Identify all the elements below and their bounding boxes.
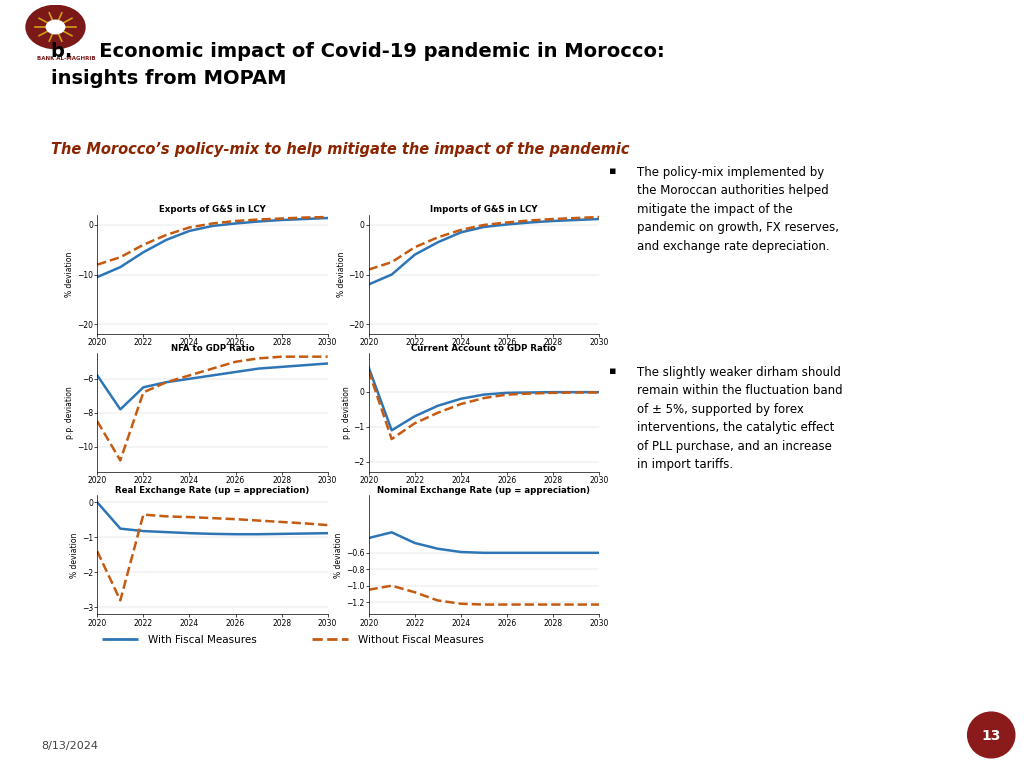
Title: Nominal Exchange Rate (up = appreciation): Nominal Exchange Rate (up = appreciation… — [377, 485, 591, 495]
Circle shape — [26, 5, 85, 48]
Text: BANK AL-MAGHRIB: BANK AL-MAGHRIB — [37, 55, 96, 61]
Y-axis label: p.p. deviation: p.p. deviation — [342, 386, 350, 439]
Y-axis label: % deviation: % deviation — [334, 532, 343, 578]
Text: ▪: ▪ — [609, 166, 616, 176]
Y-axis label: % deviation: % deviation — [70, 532, 79, 578]
Text: 13: 13 — [982, 729, 1000, 743]
Text: The slightly weaker dirham should
remain within the fluctuation band
of ± 5%, su: The slightly weaker dirham should remain… — [637, 366, 843, 472]
Circle shape — [46, 20, 65, 34]
Text: 8/13/2024: 8/13/2024 — [41, 741, 98, 751]
Title: NFA to GDP Ratio: NFA to GDP Ratio — [171, 343, 254, 353]
Title: Current Account to GDP Ratio: Current Account to GDP Ratio — [412, 343, 556, 353]
Text: The policy-mix implemented by
the Moroccan authorities helped
mitigate the impac: The policy-mix implemented by the Morocc… — [637, 166, 840, 253]
Y-axis label: % deviation: % deviation — [337, 252, 346, 297]
Text: ▪: ▪ — [609, 366, 616, 376]
Text: With Fiscal Measures: With Fiscal Measures — [148, 635, 257, 645]
Text: Without Fiscal Measures: Without Fiscal Measures — [358, 635, 484, 645]
Title: Imports of G&S in LCY: Imports of G&S in LCY — [430, 205, 538, 214]
Y-axis label: p.p. deviation: p.p. deviation — [66, 386, 75, 439]
Text: The Morocco’s policy-mix to help mitigate the impact of the pandemic: The Morocco’s policy-mix to help mitigat… — [51, 142, 630, 157]
Circle shape — [968, 712, 1015, 758]
Title: Real Exchange Rate (up = appreciation): Real Exchange Rate (up = appreciation) — [116, 485, 309, 495]
Title: Exports of G&S in LCY: Exports of G&S in LCY — [159, 205, 266, 214]
Y-axis label: % deviation: % deviation — [66, 252, 75, 297]
Text: b.    Economic impact of Covid-19 pandemic in Morocco:
insights from MOPAM: b. Economic impact of Covid-19 pandemic … — [51, 42, 665, 88]
